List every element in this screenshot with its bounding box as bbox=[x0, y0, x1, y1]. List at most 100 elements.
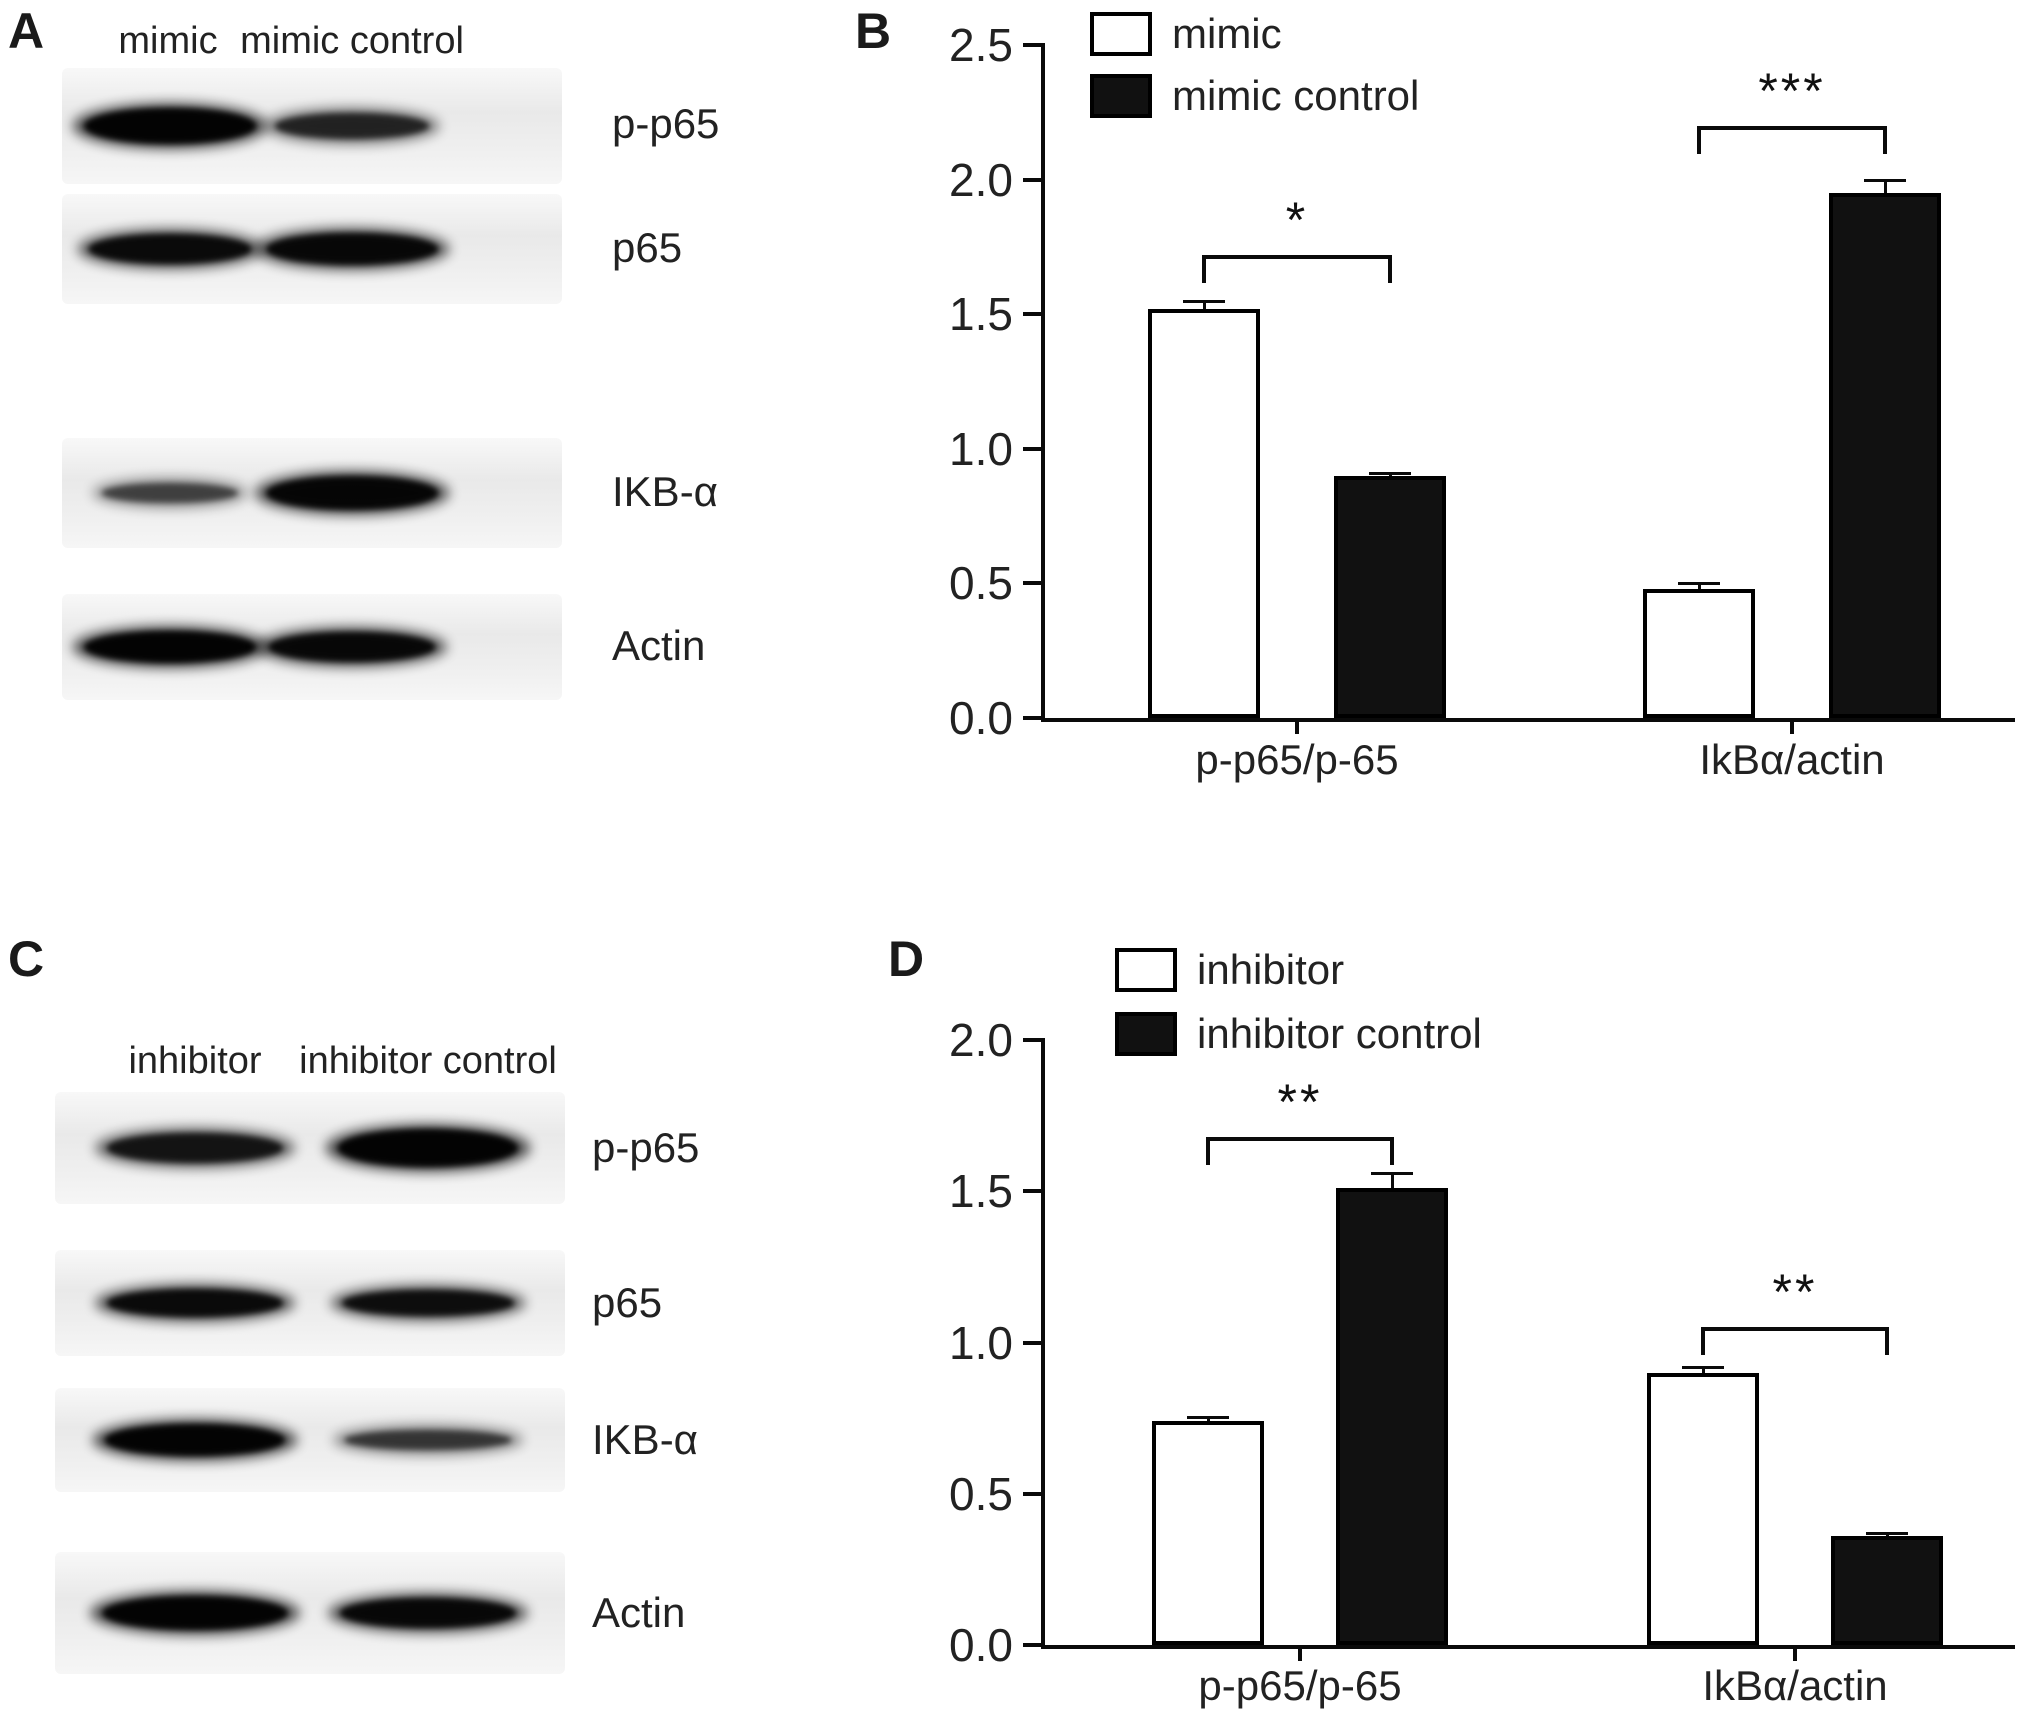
legend-label: mimic bbox=[1172, 10, 1282, 57]
sig-bracket bbox=[1701, 1327, 1889, 1332]
bar-B-s0-c1 bbox=[1643, 588, 1755, 718]
y-tick-label: 0.5 bbox=[949, 557, 1013, 610]
lane-header-mimic-control: mimic control bbox=[240, 20, 464, 62]
blot-strip-C-1 bbox=[55, 1250, 565, 1356]
y-tick-label: 0.0 bbox=[949, 1619, 1013, 1671]
error-bar-cap bbox=[1678, 582, 1720, 586]
sig-bracket-end bbox=[1701, 1327, 1705, 1356]
error-bar-stem bbox=[1207, 1416, 1210, 1422]
blot-band bbox=[84, 108, 256, 144]
panel-d-letter: D bbox=[888, 931, 925, 987]
lane-header-mimic: mimic bbox=[118, 20, 218, 62]
sig-bracket-end bbox=[1883, 125, 1887, 154]
error-bar-stem bbox=[1203, 300, 1206, 309]
panel-c-letter: C bbox=[8, 931, 45, 987]
significance-label: ** bbox=[1772, 1264, 1818, 1321]
error-bar-cap bbox=[1866, 1532, 1908, 1536]
bar-D-s0-c1 bbox=[1647, 1372, 1759, 1645]
y-tick-label: 0.0 bbox=[949, 692, 1013, 744]
y-tick bbox=[1023, 1491, 1041, 1496]
y-tick bbox=[1023, 1189, 1041, 1194]
x-tick bbox=[1790, 722, 1794, 734]
bar-D-s1-c1 bbox=[1831, 1536, 1943, 1645]
y-tick bbox=[1023, 716, 1041, 720]
protein-label-ikb-a: IKB-α bbox=[612, 468, 718, 515]
y-tick bbox=[1023, 312, 1041, 317]
y-tick bbox=[1023, 446, 1041, 451]
bar-D-s1-c0 bbox=[1336, 1188, 1448, 1645]
sig-bracket bbox=[1202, 254, 1392, 259]
bar-B-s0-c0 bbox=[1148, 308, 1260, 718]
protein-label-actin: Actin bbox=[612, 622, 706, 669]
y-tick bbox=[1023, 581, 1041, 586]
y-tick-label: 2.5 bbox=[949, 19, 1013, 71]
sig-bracket-end bbox=[1206, 1136, 1210, 1165]
panel-a-letter: A bbox=[8, 3, 45, 59]
bar-B-s1-c1 bbox=[1829, 193, 1941, 718]
error-bar-cap bbox=[1682, 1365, 1724, 1369]
protein-label-ikb-a: IKB-α bbox=[592, 1416, 698, 1463]
protein-label-actin: Actin bbox=[592, 1589, 686, 1636]
error-bar-cap bbox=[1183, 299, 1225, 303]
y-tick-label: 1.5 bbox=[949, 288, 1013, 341]
y-tick-label: 1.0 bbox=[949, 422, 1013, 475]
blot-strip-A-2 bbox=[62, 438, 562, 548]
protein-label-p65: p65 bbox=[612, 224, 683, 271]
y-axis-B bbox=[1041, 43, 1045, 722]
error-bar-cap bbox=[1369, 472, 1411, 476]
blot-band bbox=[84, 631, 256, 663]
x-tick bbox=[1793, 1649, 1797, 1661]
blot-band bbox=[88, 234, 252, 264]
blot-band bbox=[107, 1133, 283, 1163]
legend-swatch-D-1 bbox=[1115, 1012, 1177, 1056]
blot-band bbox=[268, 632, 436, 662]
x-category-label: p-p65/p-65 bbox=[1195, 736, 1399, 783]
x-axis-D bbox=[1041, 1645, 2015, 1649]
y-tick bbox=[1023, 177, 1041, 182]
x-category-label: p-p65/p-65 bbox=[1198, 1662, 1402, 1709]
blot-band bbox=[104, 1424, 286, 1456]
legend-label: inhibitor control bbox=[1197, 1010, 1482, 1057]
blot-strip-C-2 bbox=[55, 1388, 565, 1492]
y-tick-label: 2.0 bbox=[949, 1014, 1013, 1066]
error-bar-stem bbox=[1698, 583, 1701, 589]
sig-bracket-end bbox=[1390, 1136, 1394, 1165]
blot-band bbox=[107, 1289, 283, 1317]
bar-B-s1-c0 bbox=[1334, 475, 1446, 718]
error-bar-cap bbox=[1187, 1415, 1229, 1419]
protein-label-p65: p65 bbox=[592, 1279, 663, 1326]
blot-band bbox=[101, 483, 239, 503]
error-bar-stem bbox=[1391, 1173, 1394, 1189]
blot-strip-C-0 bbox=[55, 1092, 565, 1204]
sig-bracket-end bbox=[1388, 254, 1392, 283]
y-tick bbox=[1023, 1038, 1041, 1042]
x-tick bbox=[1298, 1649, 1302, 1661]
legend-swatch-B-1 bbox=[1090, 74, 1152, 118]
lane-header-inhibitor: inhibitor bbox=[128, 1040, 262, 1082]
error-bar-cap bbox=[1371, 1172, 1413, 1176]
sig-bracket bbox=[1206, 1136, 1394, 1141]
significance-label: *** bbox=[1758, 62, 1826, 119]
y-tick bbox=[1023, 1643, 1041, 1647]
blot-strip-A-0 bbox=[62, 68, 562, 184]
blot-band bbox=[266, 476, 438, 510]
protein-label-p-p65: p-p65 bbox=[612, 100, 720, 147]
sig-bracket-end bbox=[1885, 1327, 1889, 1356]
y-tick bbox=[1023, 43, 1041, 47]
y-tick bbox=[1023, 1340, 1041, 1345]
y-tick-label: 0.5 bbox=[949, 1467, 1013, 1520]
y-tick-label: 1.0 bbox=[949, 1316, 1013, 1369]
blot-band bbox=[102, 1596, 288, 1630]
sig-bracket-end bbox=[1202, 254, 1206, 283]
protein-label-p-p65: p-p65 bbox=[592, 1124, 700, 1171]
blot-band bbox=[275, 113, 429, 139]
blot-strip-A-1 bbox=[62, 194, 562, 304]
error-bar-stem bbox=[1702, 1366, 1705, 1373]
blot-strip-C-3 bbox=[55, 1552, 565, 1674]
blot-band bbox=[342, 1290, 514, 1316]
panel-b-letter: B bbox=[855, 3, 892, 59]
sig-bracket bbox=[1697, 125, 1887, 130]
bar-D-s0-c0 bbox=[1152, 1421, 1264, 1645]
x-category-label: IkBα/actin bbox=[1699, 736, 1885, 783]
